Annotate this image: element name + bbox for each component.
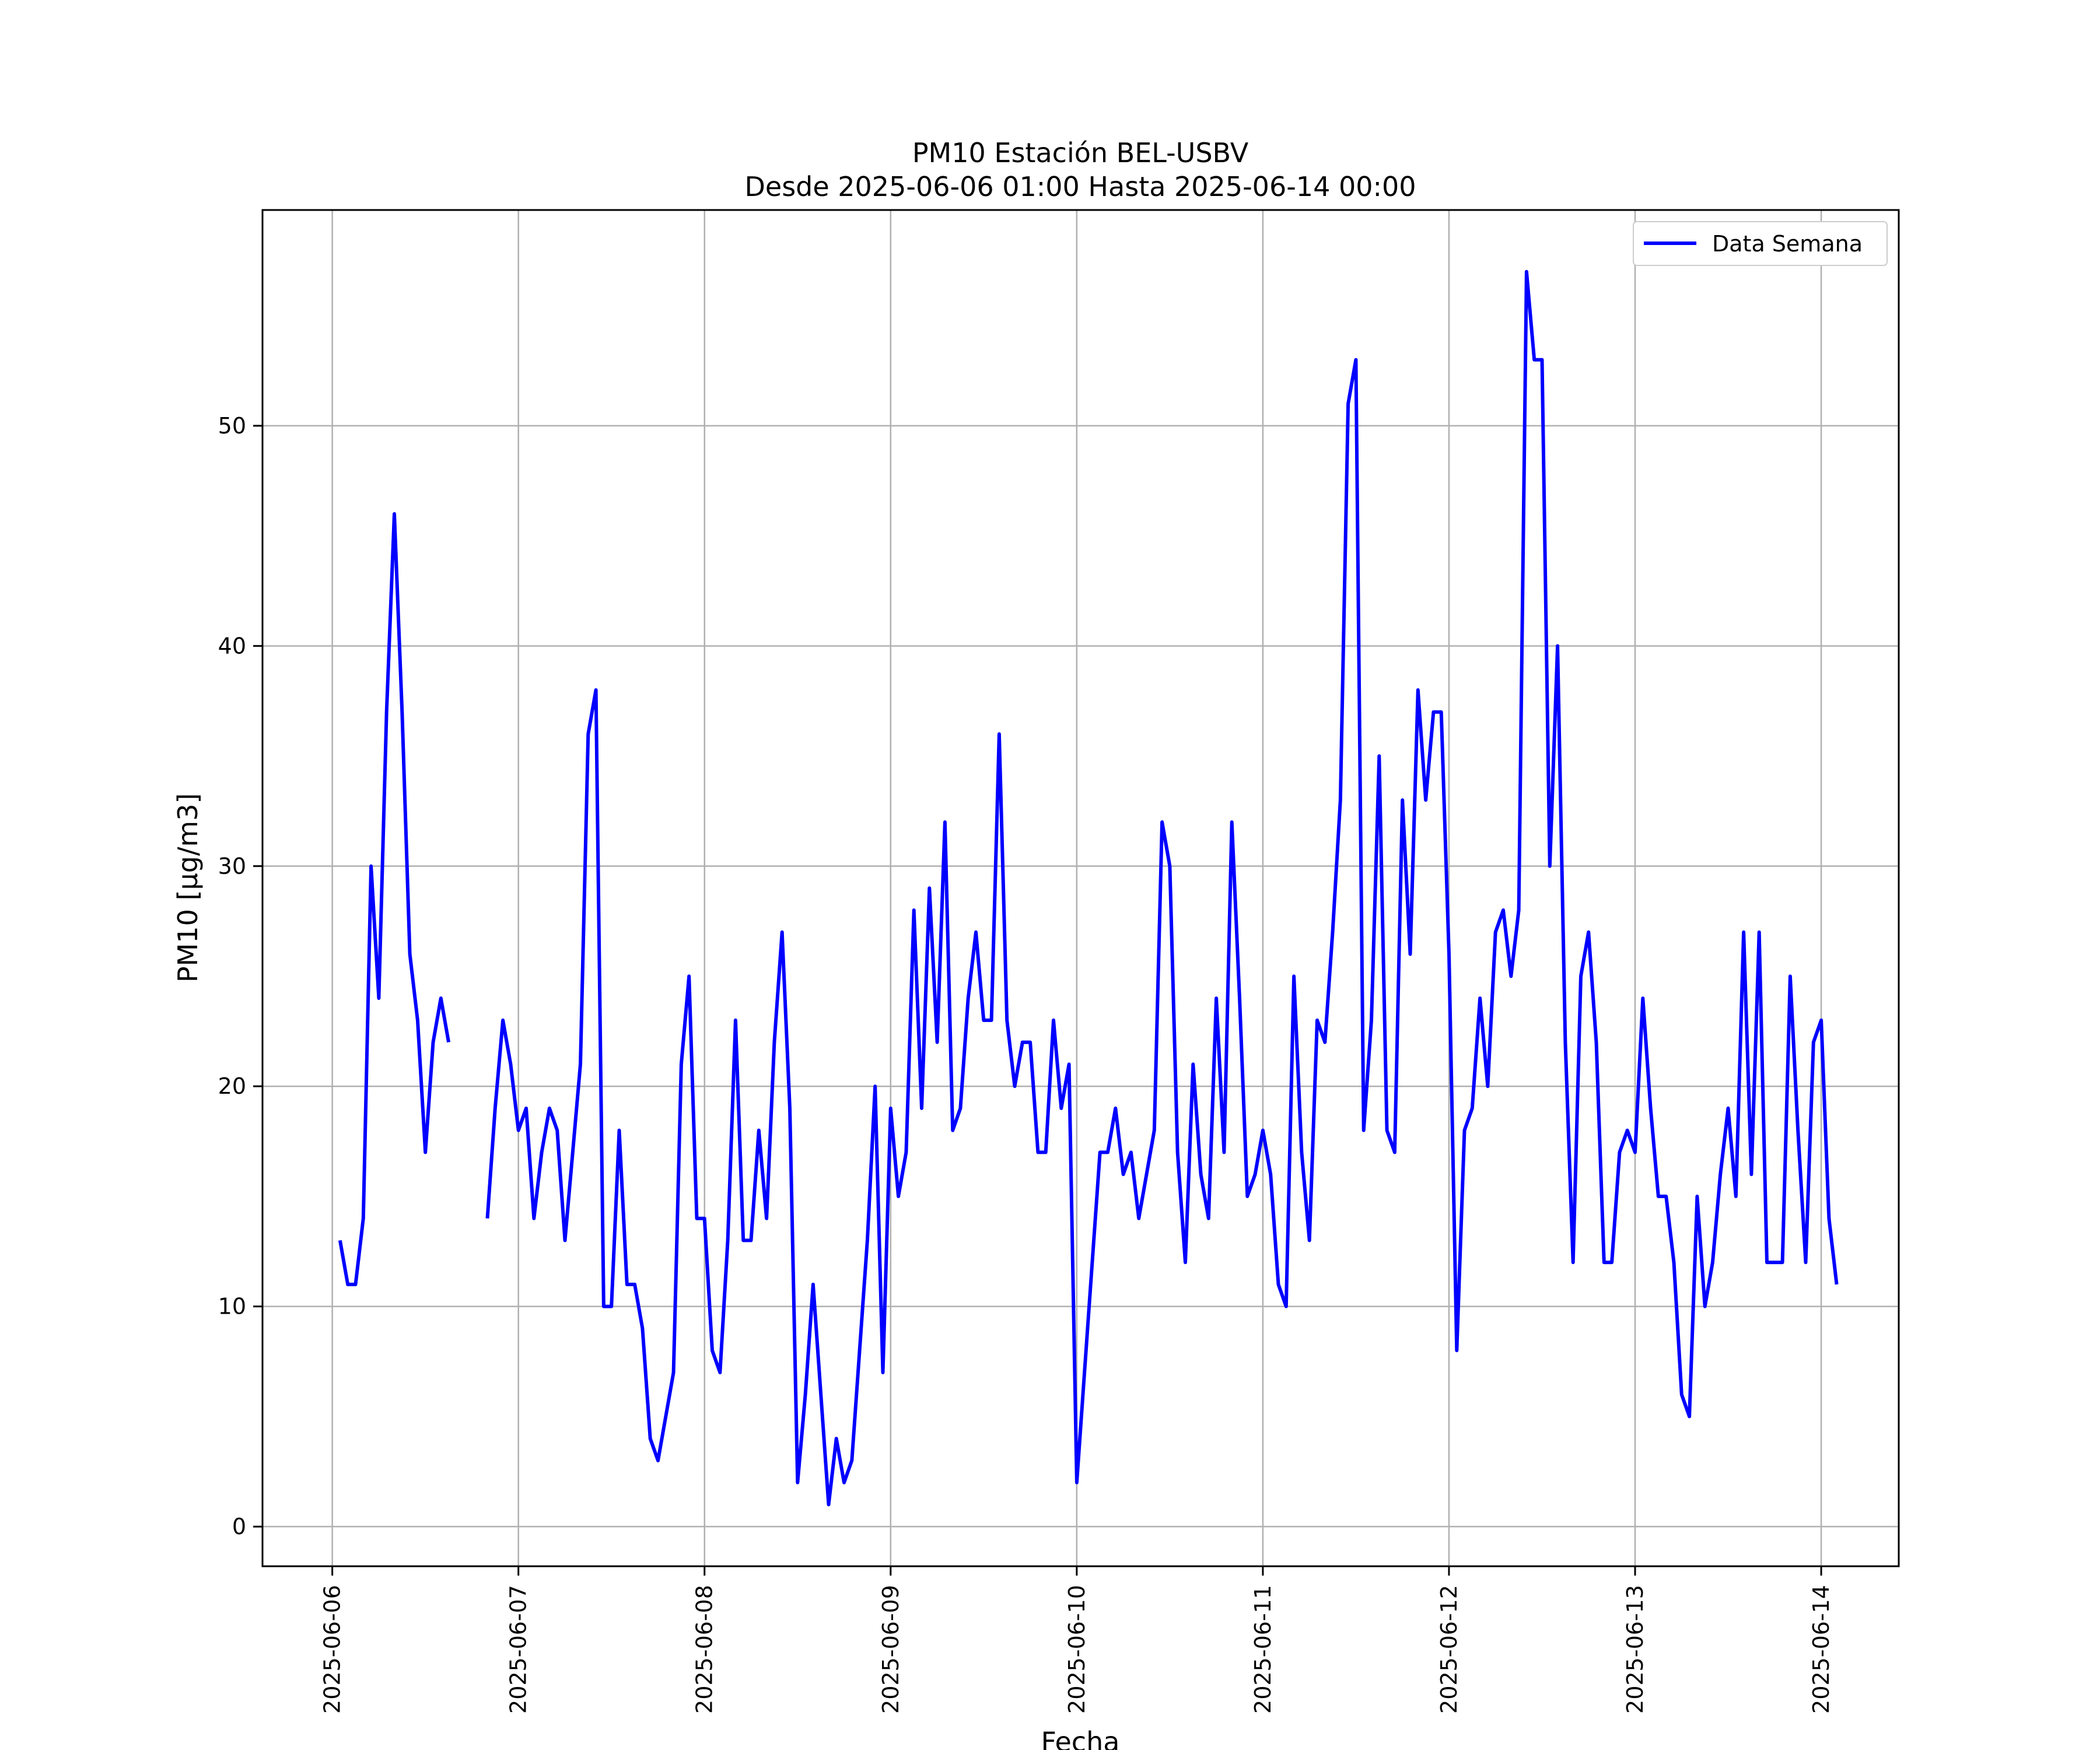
x-tick-label: 2025-06-10 <box>1064 1585 1090 1714</box>
grid-lines <box>262 210 1899 1566</box>
legend-label-data-semana: Data Semana <box>1712 231 1863 257</box>
series-line-0 <box>338 270 1839 1507</box>
y-axis-ticks: 0 10 20 30 40 50 <box>218 413 262 1539</box>
x-tick-label: 2025-06-07 <box>506 1585 531 1714</box>
x-tick-label: 2025-06-09 <box>878 1585 904 1714</box>
y-tick-label: 10 <box>218 1294 246 1320</box>
y-axis-label: PM10 [μg/m3] <box>172 793 204 983</box>
x-tick-label: 2025-06-08 <box>692 1585 718 1714</box>
y-tick-label: 0 <box>232 1514 246 1539</box>
x-axis-ticks: 2025-06-06 2025-06-07 2025-06-08 2025-06-09… <box>320 1566 1834 1714</box>
x-tick-label: 2025-06-14 <box>1808 1585 1834 1714</box>
x-tick-label: 2025-06-13 <box>1622 1585 1648 1714</box>
plot-frame <box>261 209 1900 1567</box>
y-tick-label: 40 <box>218 633 246 659</box>
y-tick-label: 50 <box>218 413 246 439</box>
chart-subtitle: Desde 2025-06-06 01:00 Hasta 2025-06-14 … <box>744 171 1416 202</box>
x-tick-label: 2025-06-12 <box>1436 1585 1462 1714</box>
y-tick-label: 20 <box>218 1073 246 1099</box>
legend: Data Semana <box>1633 221 1888 266</box>
x-tick-label: 2025-06-06 <box>320 1585 345 1714</box>
series-layer <box>338 270 1839 1507</box>
x-tick-label: 2025-06-11 <box>1250 1585 1276 1714</box>
legend-box <box>1633 221 1888 266</box>
y-tick-label: 30 <box>218 853 246 879</box>
chart-title: PM10 Estación BEL-USBV <box>912 137 1249 169</box>
x-axis-label: Fecha <box>1041 1726 1120 1750</box>
